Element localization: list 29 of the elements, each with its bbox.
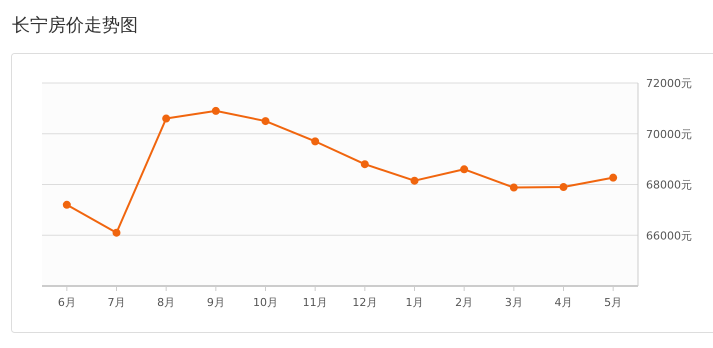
point <box>560 183 568 192</box>
x-tick-label: 1月 <box>406 296 424 309</box>
y-tick-label: 72000元 <box>646 77 692 90</box>
point <box>112 228 120 237</box>
x-tick-label: 10月 <box>253 296 278 309</box>
x-tick-label: 8月 <box>157 296 176 309</box>
point <box>410 176 418 185</box>
point <box>460 165 468 174</box>
y-tick-label: 66000元 <box>646 229 692 242</box>
chart-title: 长宁房价走势图 <box>12 15 138 36</box>
x-tick-label: 5月 <box>604 296 622 309</box>
point <box>510 184 518 192</box>
x-tick-label: 6月 <box>58 296 76 309</box>
x-tick-label: 11月 <box>302 296 328 309</box>
x-tick-label: 3月 <box>504 296 523 309</box>
x-tick-label: 4月 <box>554 296 572 309</box>
x-tick-label: 12月 <box>352 296 378 309</box>
point <box>262 117 270 126</box>
point <box>360 160 369 168</box>
y-tick-label: 70000元 <box>646 128 692 141</box>
point <box>62 200 71 209</box>
x-tick-label: 9月 <box>206 296 225 309</box>
x-tick-label: 2月 <box>455 296 474 309</box>
point <box>162 114 170 123</box>
x-tick-label: 7月 <box>108 296 126 309</box>
point <box>311 137 320 146</box>
y-tick-label: 68000元 <box>646 178 692 192</box>
point <box>609 174 618 182</box>
point <box>212 106 220 115</box>
